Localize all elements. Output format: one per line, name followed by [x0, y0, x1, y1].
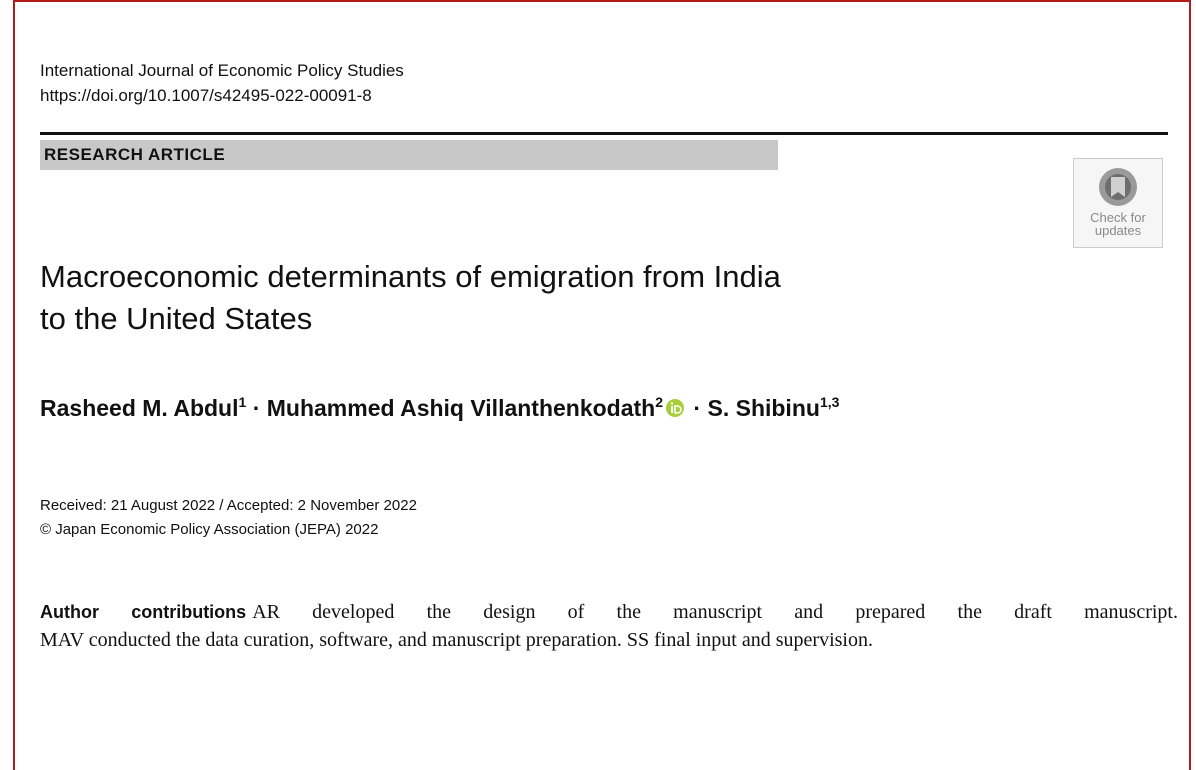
- title-line: to the United States: [40, 301, 313, 336]
- contributions: Author contributions AR developed the des…: [40, 598, 1178, 654]
- author-name: Muhammed Ashiq Villanthenkodath: [266, 395, 656, 421]
- header-rule: [40, 132, 1168, 135]
- author-name: Rasheed M. Abdul: [40, 395, 239, 421]
- author-affiliation: 2: [655, 394, 664, 410]
- doi[interactable]: https://doi.org/10.1007/s42495-022-00091…: [40, 86, 372, 105]
- frame: [13, 0, 1191, 770]
- title-line: Macroeconomic determinants of emigration…: [40, 259, 781, 294]
- journal-name: International Journal of Economic Policy…: [40, 61, 404, 80]
- article-title: Macroeconomic determinants of emigration…: [40, 256, 781, 340]
- contrib-line: MAV conducted the data curation, softwar…: [40, 629, 873, 651]
- badge-icon: [1099, 168, 1137, 206]
- dates: Received: 21 August 2022 / Accepted: 2 N…: [40, 497, 417, 514]
- author-affiliation: 1: [238, 394, 247, 410]
- contrib-heading: Author contributions: [40, 602, 247, 622]
- authors: Rasheed M. Abdul1 · Muhammed Ashiq Villa…: [40, 394, 839, 422]
- journal-info: International Journal of Economic Policy…: [40, 58, 404, 108]
- author-affiliation: 1,3: [819, 394, 840, 410]
- badge-line: Check for: [1090, 210, 1146, 225]
- copyright: © Japan Economic Policy Association (JEP…: [40, 521, 379, 538]
- contrib-text: AR developed the design of the manuscrip…: [252, 601, 1178, 623]
- author-separator: ·: [693, 395, 702, 421]
- orcid-icon[interactable]: [665, 398, 685, 418]
- author-name: S. Shibinu: [707, 395, 820, 421]
- badge-line: updates: [1094, 223, 1142, 238]
- author-separator: ·: [252, 395, 261, 421]
- dates-block: Received: 21 August 2022 / Accepted: 2 N…: [40, 494, 417, 542]
- article-type-bar: RESEARCH ARTICLE: [40, 140, 778, 170]
- check-updates-badge[interactable]: Check for updates: [1073, 158, 1163, 248]
- contrib-line: Author contributions AR developed the des…: [40, 598, 1178, 626]
- article-type: RESEARCH ARTICLE: [44, 145, 226, 164]
